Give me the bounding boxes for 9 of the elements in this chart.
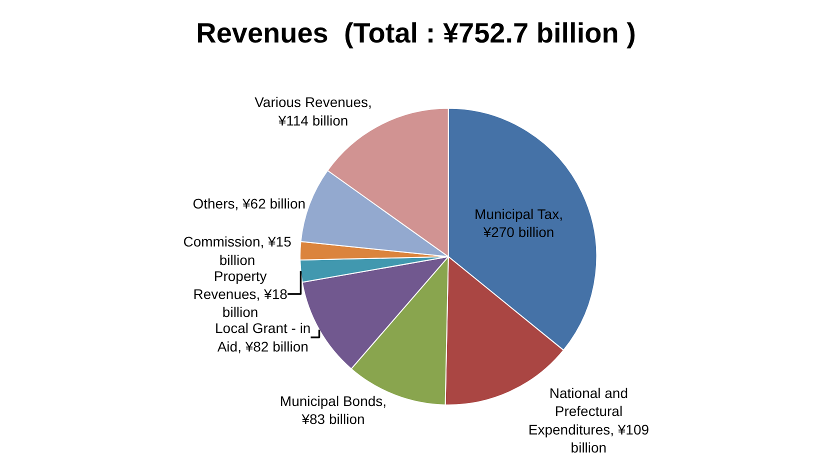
slice-label: Commission, ¥15 billion <box>183 234 292 268</box>
chart-title: Revenues (Total : ¥752.7 billion ) <box>196 18 636 49</box>
slice-label: Others, ¥62 billion <box>192 195 306 212</box>
slice-label: Municipal Bonds, ¥83 billion <box>280 392 387 428</box>
slice-label: Municipal Tax, ¥270 billion <box>474 206 563 240</box>
slice-label: National and Prefectural Expenditures, ¥109 billion <box>528 385 650 456</box>
slice-label: Property Revenues, ¥18 billion <box>193 268 288 320</box>
slice-label: Local Grant - in Aid, ¥82 billion <box>215 320 311 354</box>
slice-label: Various Revenues, ¥114 billion <box>254 94 372 128</box>
